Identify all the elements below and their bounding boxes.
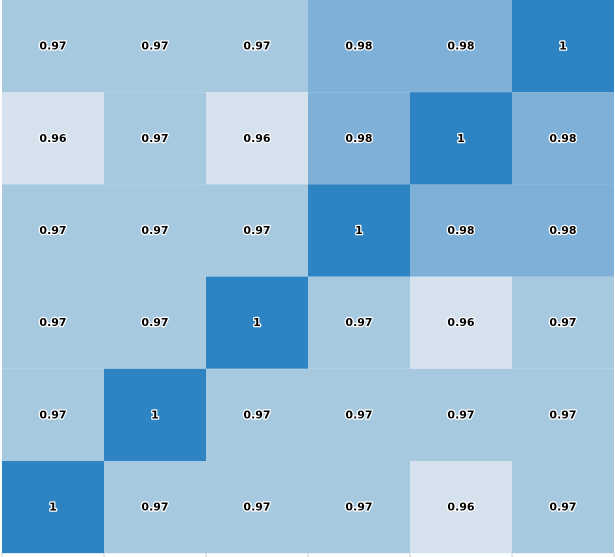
cell-label-r0-c3: 0.98 bbox=[345, 40, 372, 53]
cell-label-r5-c2: 0.97 bbox=[243, 501, 270, 514]
cell-label-r2-c3: 1 bbox=[355, 224, 363, 237]
cell-label-r4-c4: 0.97 bbox=[447, 408, 474, 421]
heatmap-cell-r4-c0 bbox=[2, 368, 104, 461]
heatmap-cell-r3-c0 bbox=[2, 276, 104, 369]
cell-label-r2-c2: 0.97 bbox=[243, 224, 270, 237]
heatmap-cell-r4-c1 bbox=[104, 368, 206, 461]
heatmap-cell-r0-c1 bbox=[104, 0, 206, 93]
heatmap-cell-r1-c0 bbox=[2, 92, 104, 185]
heatmap-cell-r2-c5 bbox=[512, 184, 614, 277]
x-axis-ticks bbox=[1, 553, 615, 557]
cell-label-r0-c5: 1 bbox=[559, 40, 567, 53]
cell-label-r5-c1: 0.97 bbox=[141, 501, 168, 514]
heatmap-cell-r1-c4 bbox=[410, 92, 512, 185]
cell-label-r3-c5: 0.97 bbox=[549, 316, 576, 329]
cell-label-r3-c3: 0.97 bbox=[345, 316, 372, 329]
heatmap-cell-r0-c5 bbox=[512, 0, 614, 93]
cell-label-r4-c0: 0.97 bbox=[39, 408, 66, 421]
heatmap-cell-r5-c4 bbox=[410, 461, 512, 554]
cell-label-r2-c5: 0.98 bbox=[549, 224, 576, 237]
heatmap-cell-r5-c2 bbox=[206, 461, 308, 554]
cell-label-r3-c4: 0.96 bbox=[447, 316, 474, 329]
heatmap-cell-r0-c0 bbox=[2, 0, 104, 93]
cell-label-r3-c2: 1 bbox=[253, 316, 261, 329]
cell-label-r2-c4: 0.98 bbox=[447, 224, 474, 237]
cell-label-r1-c5: 0.98 bbox=[549, 132, 576, 145]
cell-label-r2-c0: 0.97 bbox=[39, 224, 66, 237]
heatmap-cell-r3-c2 bbox=[206, 276, 308, 369]
heatmap-cell-r3-c5 bbox=[512, 276, 614, 369]
heatmap-cell-r5-c1 bbox=[104, 461, 206, 554]
heatmap-cell-r3-c1 bbox=[104, 276, 206, 369]
heatmap-cell-r3-c3 bbox=[308, 276, 410, 369]
heatmap-cell-r3-c4 bbox=[410, 276, 512, 369]
cell-label-r0-c4: 0.98 bbox=[447, 40, 474, 53]
cell-label-r5-c5: 0.97 bbox=[549, 501, 576, 514]
cell-label-r1-c2: 0.96 bbox=[243, 132, 270, 145]
cell-label-r3-c0: 0.97 bbox=[39, 316, 66, 329]
cell-label-r4-c2: 0.97 bbox=[243, 408, 270, 421]
heatmap-cell-r4-c4 bbox=[410, 368, 512, 461]
heatmap-cell-r4-c2 bbox=[206, 368, 308, 461]
heatmap-cell-r2-c0 bbox=[2, 184, 104, 277]
heatmap-cell-r4-c5 bbox=[512, 368, 614, 461]
cell-label-r4-c1: 1 bbox=[151, 408, 159, 421]
heatmap-labels: 0.97 0.97 0.97 0.98 0.98 1 0.96 0.97 0.96 0.98 1 0.… bbox=[38, 38, 578, 514]
heatmap-cell-r5-c0 bbox=[2, 461, 104, 554]
heatmap-cell-r2-c1 bbox=[104, 184, 206, 277]
heatmap-cell-r5-c3 bbox=[308, 461, 410, 554]
heatmap-cell-r1-c3 bbox=[308, 92, 410, 185]
heatmap-cell-r0-c2 bbox=[206, 0, 308, 93]
cell-label-r5-c3: 0.97 bbox=[345, 501, 372, 514]
cell-label-r0-c2: 0.97 bbox=[243, 40, 270, 53]
heatmap-cell-r1-c5 bbox=[512, 92, 614, 185]
cell-label-r1-c1: 0.97 bbox=[141, 132, 168, 145]
cell-label-r4-c5: 0.97 bbox=[549, 408, 576, 421]
heatmap-cell-r2-c2 bbox=[206, 184, 308, 277]
cell-label-r2-c1: 0.97 bbox=[141, 224, 168, 237]
cell-label-r1-c3: 0.98 bbox=[345, 132, 372, 145]
cell-label-r1-c4: 1 bbox=[457, 132, 465, 145]
cell-label-r5-c4: 0.96 bbox=[447, 501, 474, 514]
heatmap-cell-r5-c5 bbox=[512, 461, 614, 554]
heatmap-cell-r0-c3 bbox=[308, 0, 410, 93]
heatmap-cell-r2-c3 bbox=[308, 184, 410, 277]
cell-label-r0-c1: 0.97 bbox=[141, 40, 168, 53]
cell-label-r5-c0: 1 bbox=[49, 501, 57, 514]
heatmap-cell-r0-c4 bbox=[410, 0, 512, 93]
cell-label-r3-c1: 0.97 bbox=[141, 316, 168, 329]
cell-label-r4-c3: 0.97 bbox=[345, 408, 372, 421]
cell-label-r0-c0: 0.97 bbox=[39, 40, 66, 53]
heatmap-cell-r1-c1 bbox=[104, 92, 206, 185]
heatmap-cell-r2-c4 bbox=[410, 184, 512, 277]
heatmap-cell-r4-c3 bbox=[308, 368, 410, 461]
cell-label-r1-c0: 0.96 bbox=[39, 132, 66, 145]
heatmap-cell-r1-c2 bbox=[206, 92, 308, 185]
